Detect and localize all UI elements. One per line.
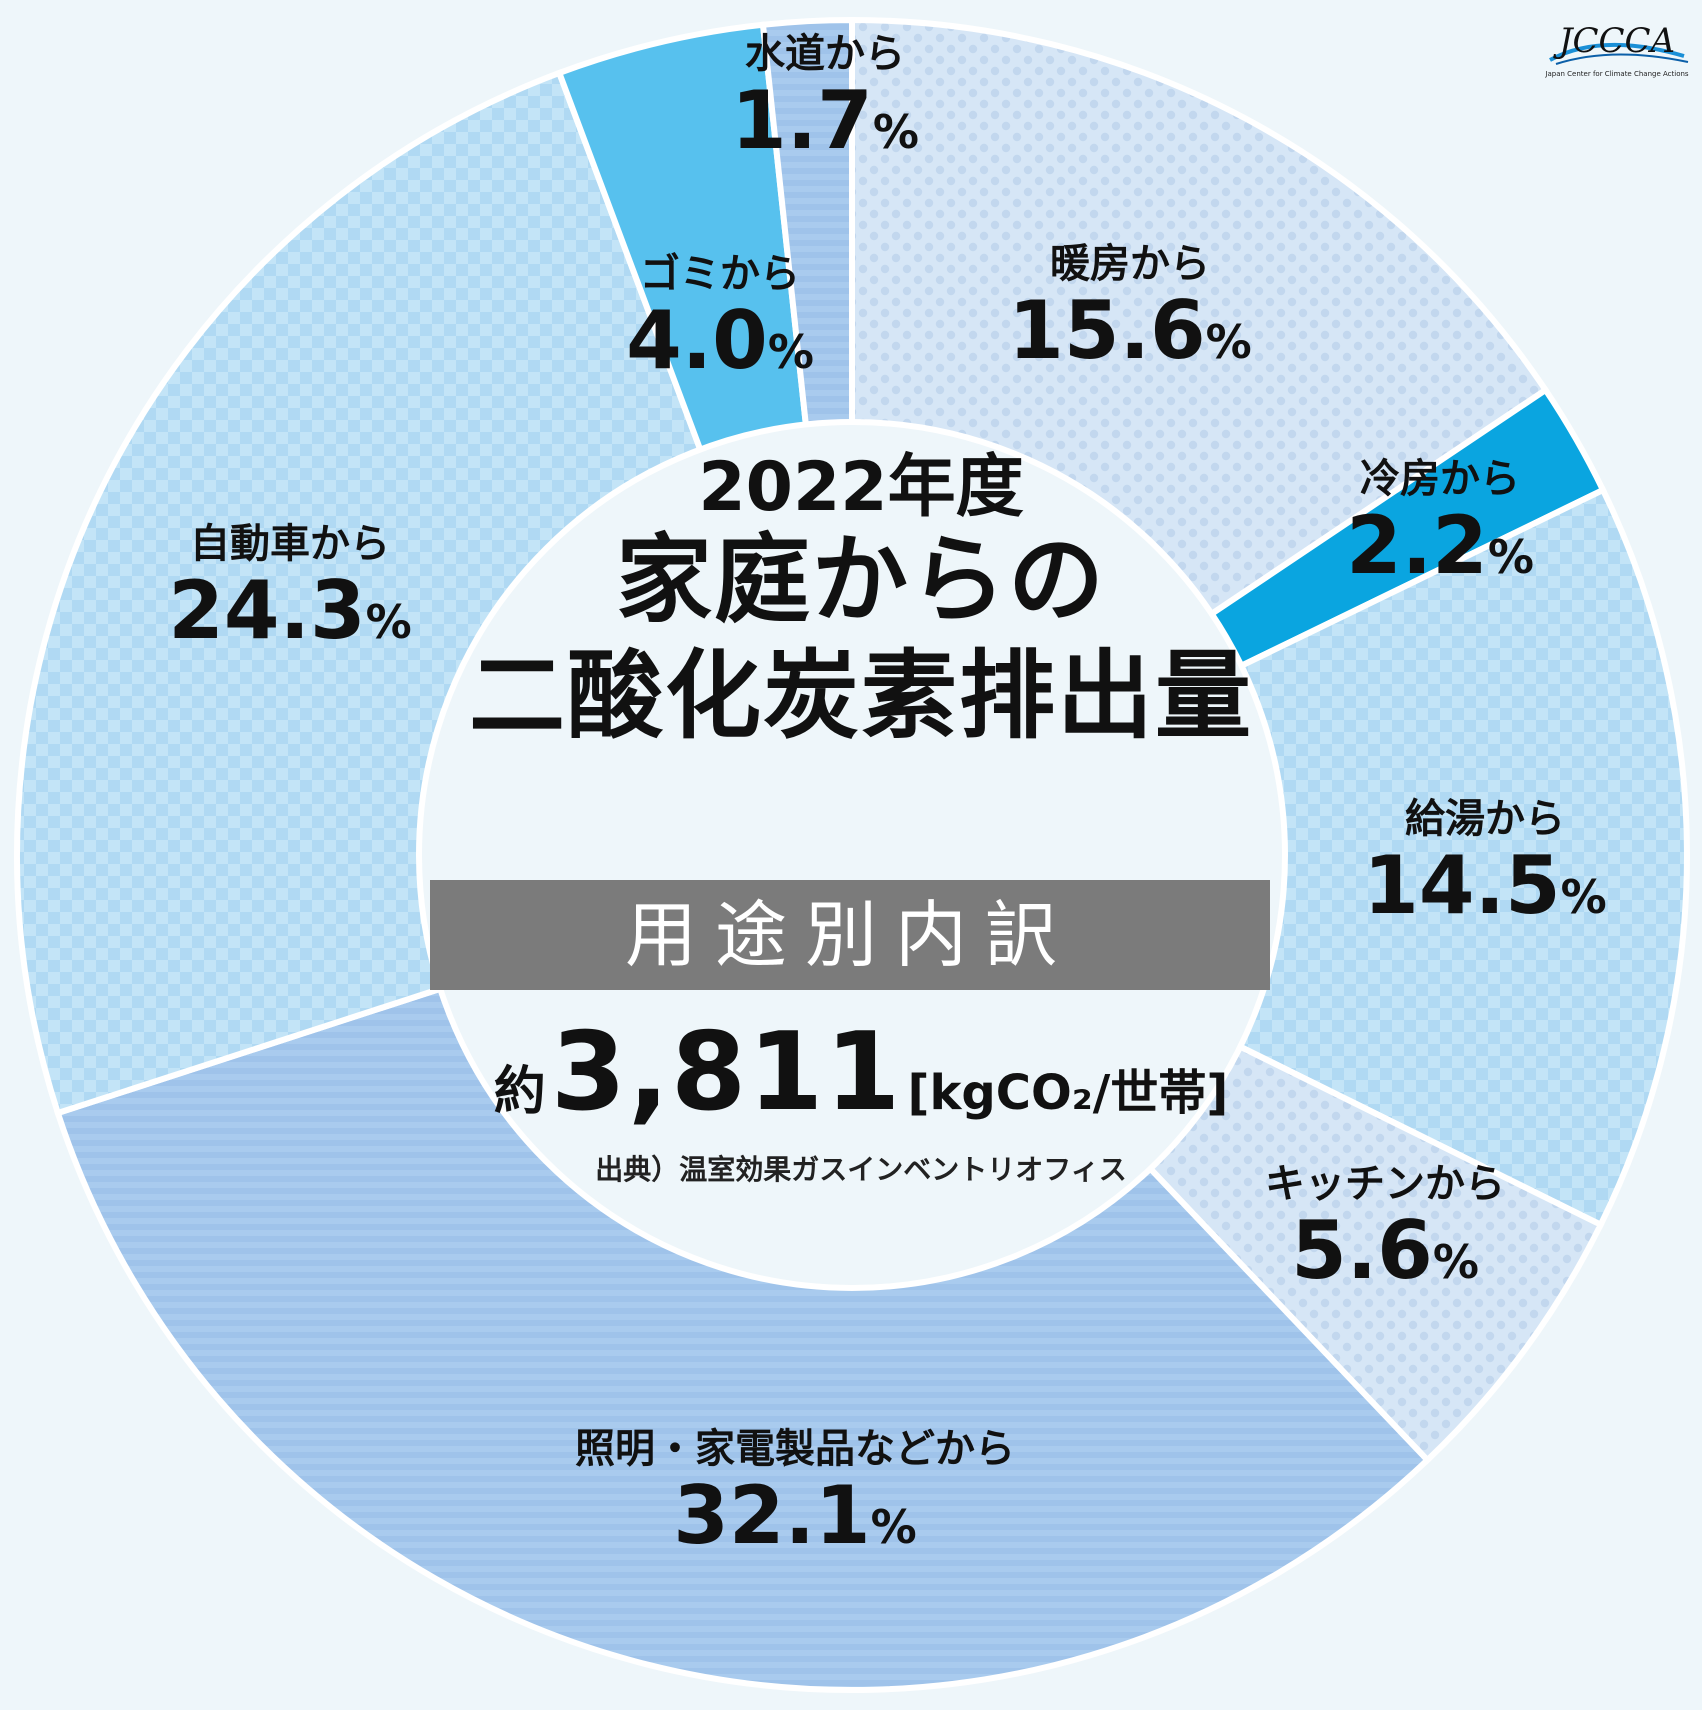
slice-label: 給湯から 14.5% (1363, 795, 1606, 940)
center-title: 2022年度 家庭からの 二酸化炭素排出量 (441, 448, 1281, 752)
total-emissions: 約 3,811 [kgCO₂/世帯] (441, 1010, 1281, 1135)
total-unit: [kgCO₂/世帯] (907, 1065, 1229, 1121)
jccca-logo: JCCCA Japan Center for Climate Change Ac… (1544, 21, 1688, 78)
slice-percent: 32.1% (673, 1469, 917, 1562)
slice-name: 暖房から (1049, 241, 1210, 287)
year-label: 2022年度 (698, 448, 1024, 527)
logo-text: JCCCA (1553, 21, 1675, 61)
title-line-2: 二酸化炭素排出量 (469, 640, 1253, 752)
slice-name: 冷房から (1360, 456, 1520, 502)
total-value: 3,811 (550, 1010, 903, 1135)
slice-name: 給湯から (1404, 796, 1565, 842)
slice-percent: 5.6% (1291, 1204, 1479, 1297)
slice-percent: 15.6% (1008, 284, 1252, 377)
slice-percent: 14.5% (1363, 839, 1607, 932)
subtitle-band: 用途別内訳 (430, 880, 1270, 990)
slice-label: 水道から 1.7% (731, 30, 919, 175)
slice-percent: 2.2% (1346, 499, 1534, 592)
logo-subtext: Japan Center for Climate Change Actions (1544, 70, 1688, 78)
title-line-1: 家庭からの (616, 524, 1106, 636)
source-note: 出典）温室効果ガスインベントリオフィス (595, 1153, 1127, 1186)
slice-label: 暖房から 15.6% (1008, 240, 1251, 385)
slice-label: ゴミから 4.0% (626, 250, 814, 395)
slice-label: 冷房から 2.2% (1346, 455, 1534, 600)
slice-label: 照明・家電製品などから 32.1% (575, 1425, 1015, 1570)
total-prefix: 約 (493, 1062, 546, 1122)
slice-name: ゴミから (640, 251, 800, 297)
slice-name: 水道から (745, 31, 905, 77)
slice-label: キッチンから 5.6% (1265, 1160, 1505, 1305)
slice-name: 自動車から (189, 521, 390, 567)
slice-name: 照明・家電製品などから (575, 1426, 1015, 1472)
slice-percent: 24.3% (168, 564, 412, 657)
slice-label: 自動車から 24.3% (168, 520, 411, 665)
donut-hole (416, 419, 1288, 1291)
slice-percent: 4.0% (626, 294, 814, 387)
slice-percent: 1.7% (731, 74, 919, 167)
slice-name: キッチンから (1265, 1161, 1505, 1207)
